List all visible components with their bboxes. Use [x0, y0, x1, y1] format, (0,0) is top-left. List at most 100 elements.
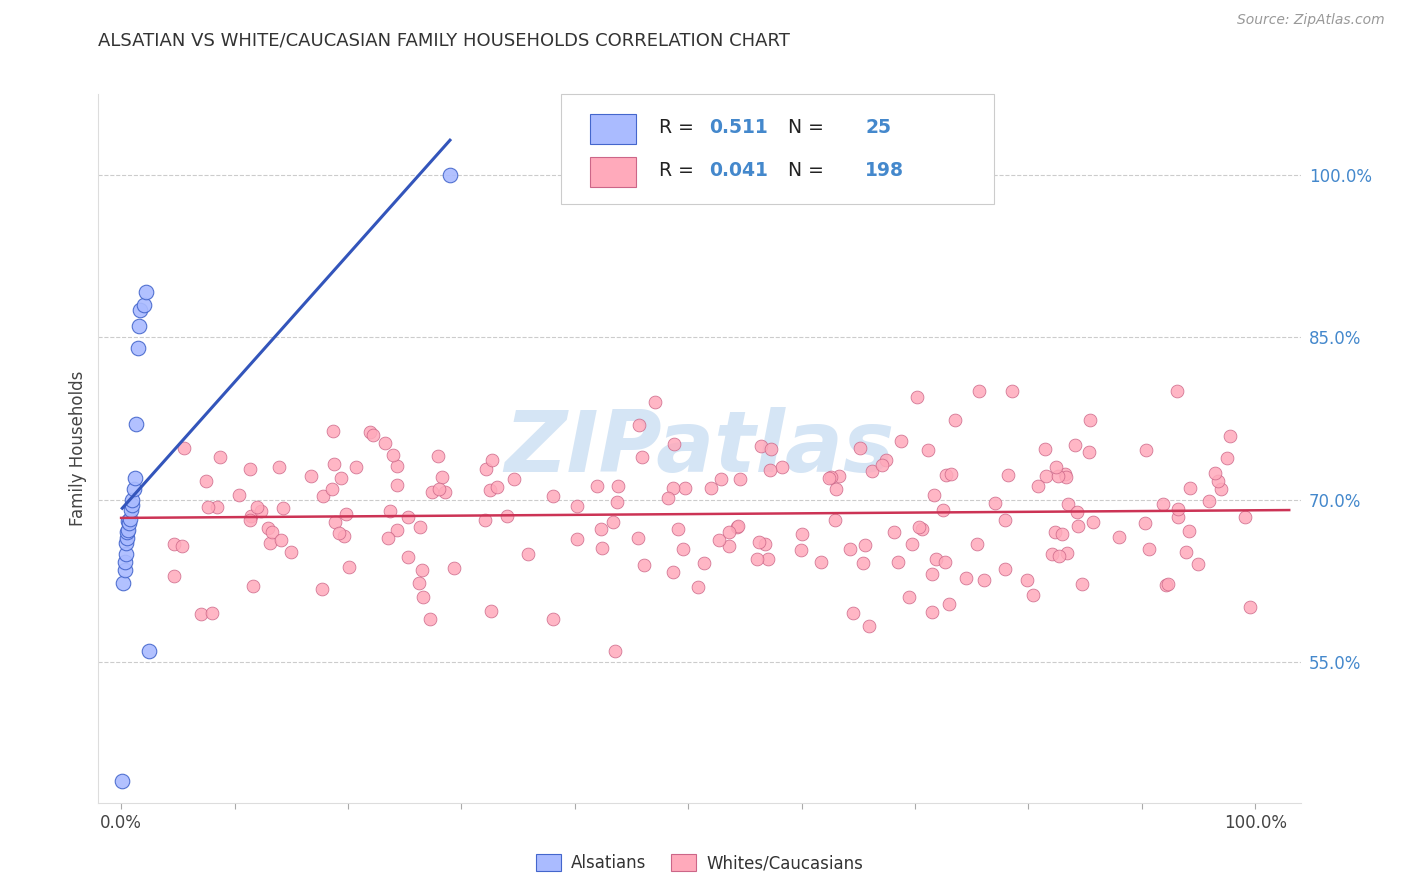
- Point: [883, 525, 905, 540]
- Point: [329, 470, 352, 484]
- Point: [378, 504, 401, 518]
- Point: [112, 576, 135, 591]
- Point: [644, 395, 666, 409]
- Point: [921, 567, 943, 582]
- Point: [921, 605, 943, 619]
- Point: [201, 606, 224, 620]
- Text: 0.041: 0.041: [709, 161, 768, 180]
- Point: [385, 478, 408, 492]
- Point: [132, 298, 155, 312]
- Point: [474, 461, 496, 475]
- Point: [541, 489, 564, 503]
- Text: 198: 198: [865, 161, 904, 180]
- Point: [938, 597, 960, 611]
- Point: [710, 472, 733, 486]
- Text: ZIPatlas: ZIPatlas: [505, 407, 894, 490]
- Point: [749, 439, 772, 453]
- Point: [127, 341, 149, 355]
- Point: [117, 523, 139, 537]
- Point: [686, 580, 709, 594]
- Point: [270, 533, 292, 547]
- Point: [420, 484, 443, 499]
- Point: [333, 529, 356, 543]
- Point: [257, 521, 280, 535]
- Point: [311, 582, 333, 597]
- Point: [924, 487, 946, 501]
- Point: [135, 285, 157, 299]
- Text: 25: 25: [865, 118, 891, 137]
- Point: [586, 478, 609, 492]
- Point: [1050, 527, 1073, 541]
- Point: [396, 510, 419, 524]
- Point: [890, 434, 912, 448]
- Point: [759, 442, 782, 456]
- Point: [1066, 505, 1088, 519]
- Point: [474, 513, 496, 527]
- Point: [607, 479, 630, 493]
- Point: [259, 536, 281, 550]
- Point: [939, 467, 962, 482]
- Text: N =: N =: [776, 118, 831, 137]
- Point: [1209, 482, 1232, 496]
- Point: [239, 509, 262, 524]
- Point: [1198, 494, 1220, 508]
- Point: [860, 464, 883, 478]
- Point: [322, 458, 344, 472]
- Point: [359, 425, 381, 440]
- Point: [322, 424, 344, 438]
- Point: [114, 556, 136, 570]
- Point: [1219, 429, 1241, 443]
- Text: ALSATIAN VS WHITE/CAUCASIAN FAMILY HOUSEHOLDS CORRELATION CHART: ALSATIAN VS WHITE/CAUCASIAN FAMILY HOUSE…: [98, 31, 790, 49]
- Point: [239, 462, 262, 476]
- Point: [627, 531, 650, 545]
- Point: [770, 460, 793, 475]
- FancyBboxPatch shape: [561, 94, 994, 203]
- Point: [1067, 519, 1090, 533]
- Point: [917, 442, 939, 457]
- Point: [249, 503, 271, 517]
- Point: [858, 619, 880, 633]
- Point: [662, 481, 685, 495]
- Point: [1156, 576, 1178, 591]
- Point: [1064, 438, 1087, 452]
- Point: [207, 500, 229, 515]
- Point: [1216, 451, 1239, 466]
- Point: [700, 481, 723, 495]
- Point: [1135, 443, 1157, 458]
- Point: [439, 168, 461, 182]
- Point: [412, 590, 434, 604]
- Point: [1204, 466, 1226, 480]
- Point: [344, 459, 367, 474]
- Point: [853, 538, 876, 552]
- Point: [434, 485, 457, 500]
- Point: [323, 515, 346, 529]
- Point: [1175, 545, 1198, 559]
- Point: [790, 542, 813, 557]
- Point: [943, 412, 966, 426]
- Point: [1206, 474, 1229, 488]
- Point: [748, 534, 770, 549]
- Point: [707, 533, 730, 547]
- Point: [479, 604, 502, 618]
- Point: [717, 539, 740, 553]
- Point: [673, 481, 696, 495]
- Point: [1156, 578, 1178, 592]
- Text: 0.511: 0.511: [709, 118, 768, 137]
- Point: [810, 555, 832, 569]
- Point: [672, 542, 695, 557]
- Point: [228, 488, 250, 502]
- Point: [409, 519, 432, 533]
- Point: [195, 474, 218, 488]
- Point: [887, 555, 910, 569]
- Point: [1047, 468, 1070, 483]
- Point: [138, 644, 160, 658]
- Point: [479, 483, 502, 498]
- Point: [828, 469, 851, 483]
- Point: [280, 545, 302, 559]
- Point: [120, 512, 142, 526]
- Point: [495, 508, 517, 523]
- Point: [1033, 442, 1056, 456]
- Point: [1015, 573, 1038, 587]
- Point: [411, 563, 433, 577]
- Point: [502, 472, 524, 486]
